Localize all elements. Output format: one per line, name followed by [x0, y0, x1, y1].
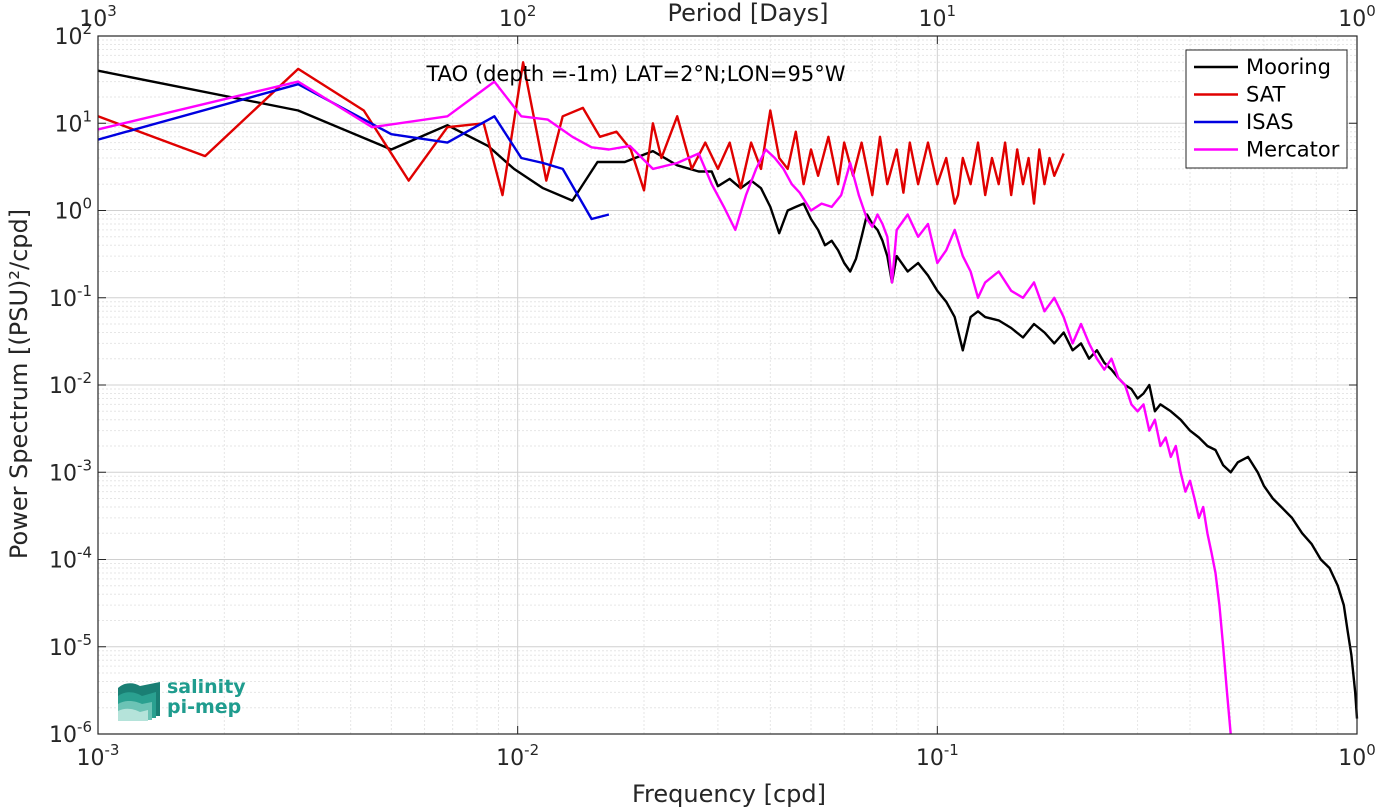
series-line-mooring: [97, 69, 1359, 719]
top-tick-label-exponent: 2: [527, 2, 537, 20]
chart-title: TAO (depth =-1m) LAT=2°N;LON=95°W: [425, 62, 845, 86]
x-tick-label: 100: [1338, 741, 1376, 771]
legend-label-mooring: Mooring: [1246, 55, 1331, 79]
x-tick-label: 10-1: [916, 741, 959, 771]
y-tick-label-exponent: -2: [77, 369, 92, 387]
top-tick-label-base: 10: [919, 7, 947, 32]
top-tick-label-base: 10: [79, 7, 107, 32]
y-tick-label: 101: [54, 107, 92, 137]
x-axis-label: Frequency [cpd]: [632, 780, 826, 808]
legend-label-sat: SAT: [1246, 83, 1285, 107]
y-tick-label: 102: [54, 20, 92, 50]
top-tick-label-exponent: 3: [107, 2, 117, 20]
y-tick-label-exponent: -5: [77, 631, 92, 649]
x-tick-label-base: 10: [1338, 746, 1366, 771]
x-tick-label-base: 10: [77, 746, 105, 771]
x-tick-label-exponent: -3: [105, 741, 120, 759]
top-tick-label: 102: [499, 2, 537, 32]
top-tick-label: 101: [919, 2, 957, 32]
y-tick-label-exponent: -3: [77, 456, 92, 474]
y-tick-label-base: 10: [54, 200, 82, 225]
y-tick-label: 10-5: [49, 631, 92, 661]
y-tick-label: 10-3: [49, 456, 92, 486]
y-tick-label-base: 10: [49, 549, 77, 574]
series-line-mercator: [97, 80, 1232, 735]
y-tick-label-base: 10: [54, 25, 82, 50]
y-tick-label-exponent: -6: [77, 718, 92, 736]
logo-waves-icon: [118, 682, 160, 721]
tick-marks: [97, 35, 1358, 735]
grid: [97, 36, 1357, 735]
y-tick-label-base: 10: [49, 636, 77, 661]
top-axis-label: Period [Days]: [667, 0, 828, 27]
series-line-sat: [97, 61, 1065, 205]
tick-labels: 10-310310-210210-110110010010-610-510-41…: [49, 2, 1376, 771]
logo-line2: pi-mep: [167, 696, 241, 718]
legend: Mooring SAT ISAS Mercator: [1185, 49, 1348, 169]
x-tick-label-exponent: -2: [524, 741, 539, 759]
y-tick-label-exponent: -4: [77, 544, 92, 562]
y-tick-label: 10-1: [49, 282, 92, 312]
y-tick-label-exponent: 0: [82, 195, 92, 213]
top-tick-label-base: 10: [499, 7, 527, 32]
y-tick-label-base: 10: [49, 461, 77, 486]
y-axis-label: Power Spectrum [(PSU)²/cpd]: [5, 209, 33, 559]
y-tick-label: 10-4: [49, 544, 92, 574]
y-tick-label-base: 10: [49, 723, 77, 748]
top-tick-label-exponent: 1: [947, 2, 957, 20]
x-tick-label: 10-3: [77, 741, 120, 771]
x-tick-label-exponent: -1: [944, 741, 959, 759]
legend-label-mercator: Mercator: [1246, 138, 1340, 162]
legend-label-isas: ISAS: [1246, 110, 1294, 134]
x-tick-label-exponent: 0: [1366, 741, 1376, 759]
top-tick-label: 103: [79, 2, 117, 32]
top-tick-label: 100: [1338, 2, 1376, 32]
salinity-pi-mep-logo: salinity pi-mep: [118, 676, 246, 721]
y-tick-label: 10-6: [49, 718, 92, 748]
y-tick-label-base: 10: [54, 112, 82, 137]
y-tick-label-exponent: 1: [82, 107, 92, 125]
y-tick-label: 100: [54, 195, 92, 225]
y-tick-label-base: 10: [49, 287, 77, 312]
top-tick-label-base: 10: [1338, 7, 1366, 32]
logo-line1: salinity: [167, 676, 246, 698]
y-tick-label-base: 10: [49, 374, 77, 399]
x-tick-label-base: 10: [496, 746, 524, 771]
series-layer: [97, 61, 1359, 735]
x-tick-label-base: 10: [916, 746, 944, 771]
y-tick-label-exponent: 2: [82, 20, 92, 38]
x-tick-label: 10-2: [496, 741, 539, 771]
top-tick-label-exponent: 0: [1366, 2, 1376, 20]
y-tick-label-exponent: -1: [77, 282, 92, 300]
y-tick-label: 10-2: [49, 369, 92, 399]
